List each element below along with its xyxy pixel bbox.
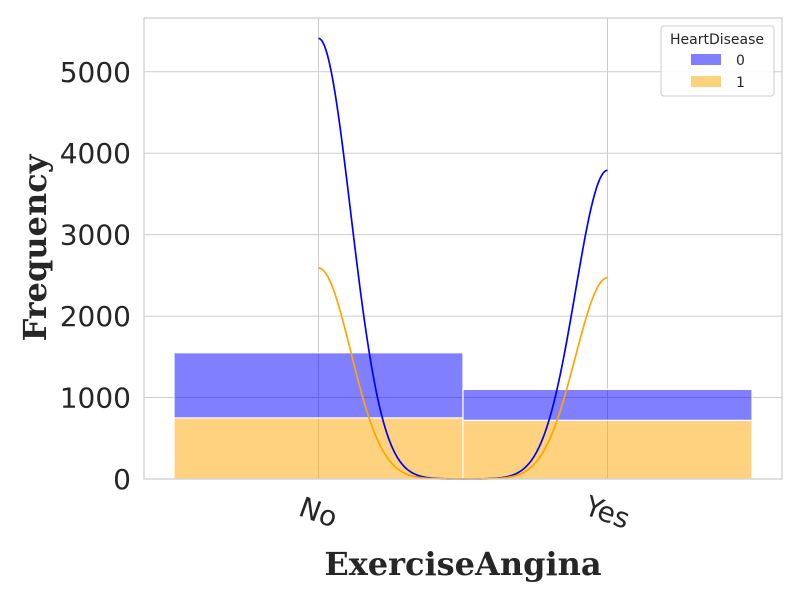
bar-no-series-1 [173, 417, 464, 480]
y-tick-label-5: 5000 [60, 56, 131, 89]
y-axis-title: Frequency [16, 153, 54, 341]
legend-swatch-0 [691, 54, 721, 65]
legend-label-1: 1 [736, 75, 745, 91]
x-axis-title: ExerciseAngina [324, 545, 601, 583]
bar-yes-series-1 [462, 419, 753, 480]
bar-yes-series-0 [462, 388, 753, 421]
plot-border [143, 17, 783, 480]
y-tick-label-2: 2000 [60, 300, 131, 333]
y-tick-label-1: 1000 [60, 382, 131, 415]
x-tick-label-yes: Yes [580, 489, 635, 536]
y-tick-label-4: 4000 [60, 137, 131, 170]
histogram-bars [173, 352, 753, 480]
legend-label-0: 0 [736, 53, 745, 69]
bar-no-series-0 [173, 352, 464, 419]
y-tick-labels: 0 1000 2000 3000 4000 5000 [60, 56, 131, 496]
x-tick-labels: No Yes [295, 489, 634, 536]
legend-swatch-1 [691, 76, 721, 87]
legend: HeartDisease 0 1 [660, 25, 775, 97]
y-tick-label-3: 3000 [60, 219, 131, 252]
legend-title: HeartDisease [670, 32, 764, 48]
y-tick-label-0: 0 [113, 463, 131, 496]
x-tick-label-no: No [295, 490, 342, 534]
